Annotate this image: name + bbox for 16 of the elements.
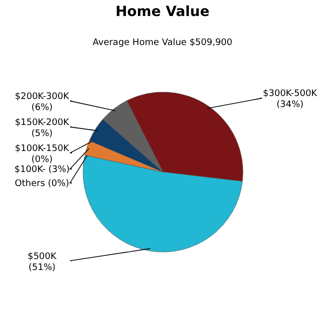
chart-subtitle: Average Home Value $509,900 bbox=[92, 38, 233, 48]
data-label: (34%) bbox=[276, 100, 304, 110]
slice-label: $500K bbox=[28, 252, 58, 262]
data-label: (51%) bbox=[28, 262, 56, 273]
legend-label: $100K-150K bbox=[14, 144, 70, 154]
chart-title: Home Value bbox=[115, 4, 210, 20]
slice-label: $200K-300K bbox=[14, 92, 70, 102]
data-label: (6%) bbox=[31, 102, 53, 113]
slice-label: $150K-200K bbox=[14, 118, 70, 128]
data-label: (3%) bbox=[48, 164, 70, 175]
data-label: (5%) bbox=[31, 128, 53, 139]
text: (0%) bbox=[31, 154, 53, 165]
category-label: Others bbox=[14, 178, 46, 189]
slice-label: $300K-500K bbox=[262, 89, 318, 100]
slice-label: $100K- bbox=[14, 164, 46, 175]
text: (0%) bbox=[48, 178, 70, 189]
